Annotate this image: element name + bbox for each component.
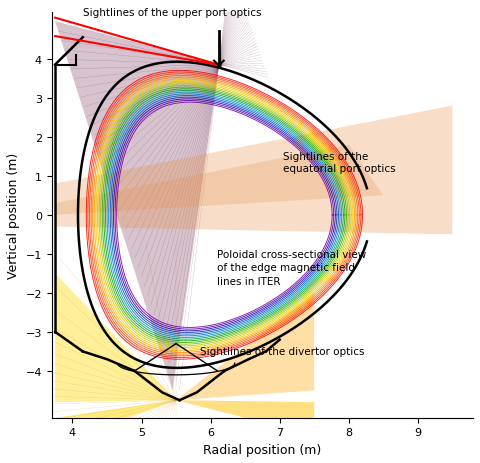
Text: Sightlines of the
equatorial port optics: Sightlines of the equatorial port optics xyxy=(283,151,396,174)
Polygon shape xyxy=(55,145,383,215)
Polygon shape xyxy=(55,106,452,235)
Polygon shape xyxy=(55,23,219,391)
Polygon shape xyxy=(176,400,314,418)
Text: Sightlines of the upper port optics: Sightlines of the upper port optics xyxy=(83,7,261,18)
Polygon shape xyxy=(55,400,176,418)
X-axis label: Radial position (m): Radial position (m) xyxy=(203,443,322,456)
Y-axis label: Vertical position (m): Vertical position (m) xyxy=(7,152,20,278)
Text: Sightlines of the divertor optics: Sightlines of the divertor optics xyxy=(200,347,365,357)
Polygon shape xyxy=(55,274,176,402)
Text: Poloidal cross-sectional view
of the edge magnetic field
lines in ITER: Poloidal cross-sectional view of the edg… xyxy=(217,250,367,286)
Polygon shape xyxy=(176,293,314,400)
